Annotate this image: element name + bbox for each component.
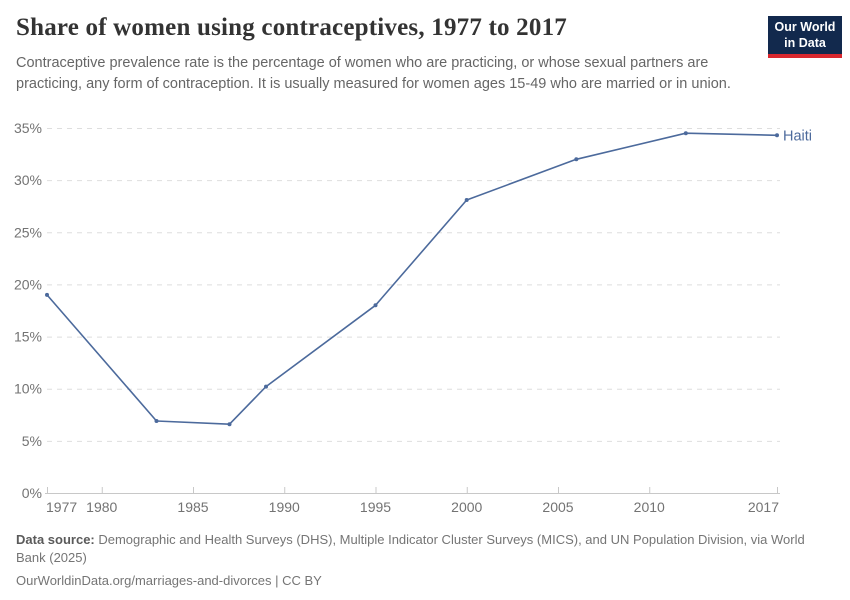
x-tick-label: 2000 [451, 499, 482, 515]
data-point[interactable] [574, 157, 579, 162]
y-tick-label: 20% [14, 276, 42, 292]
line-chart[interactable]: 0% 5% 10% 15% 20% 25% 30% 35% 1977 1980 1985 1990 19… [0, 0, 850, 530]
x-tick-label: 1977 [46, 499, 77, 515]
x-tick-label: 1985 [177, 499, 208, 515]
series-line-haiti[interactable] [46, 132, 778, 425]
x-tick-label: 1980 [86, 499, 117, 515]
x-tick-label: 2010 [634, 499, 665, 515]
x-tick-label: 2017 [748, 499, 779, 515]
data-point[interactable] [464, 198, 469, 202]
y-tick-label: 15% [14, 329, 42, 345]
owid-url-link[interactable]: OurWorldinData.org/marriages-and-divorce… [16, 572, 322, 588]
chart-footer: Data source: Demographic and Health Surv… [16, 531, 828, 590]
data-point[interactable] [683, 131, 688, 136]
y-tick-label: 5% [22, 433, 42, 449]
entity-label-haiti[interactable]: Haiti [783, 128, 812, 144]
owid-logo-line2: in Data [784, 35, 826, 50]
data-point[interactable] [227, 422, 232, 427]
x-tick-label: 2005 [542, 499, 573, 515]
data-point[interactable] [264, 384, 268, 389]
chart-subtitle: Contraceptive prevalence rate is the per… [16, 55, 731, 92]
y-tick-label: 25% [14, 224, 42, 240]
data-point[interactable] [45, 292, 49, 297]
data-point[interactable] [154, 419, 159, 423]
y-tick-label: 10% [14, 381, 42, 397]
x-tick-label: 1995 [360, 499, 391, 515]
x-tick-label: 1990 [269, 499, 300, 515]
data-source-note: Data source: Demographic and Health Surv… [16, 531, 828, 567]
owid-logo-line1: Our World [774, 20, 836, 34]
data-point[interactable] [775, 133, 779, 138]
data-source-label: Data source: [16, 532, 95, 547]
y-tick-label: 35% [14, 120, 42, 136]
data-source-text: Demographic and Health Surveys (DHS), Mu… [16, 532, 805, 565]
y-tick-label: 30% [14, 172, 42, 188]
y-tick-label: 0% [22, 485, 42, 501]
chart-title: Share of women using contraceptives, 197… [16, 14, 567, 41]
owid-logo[interactable]: Our World in Data [768, 16, 842, 59]
data-point[interactable] [373, 303, 378, 308]
